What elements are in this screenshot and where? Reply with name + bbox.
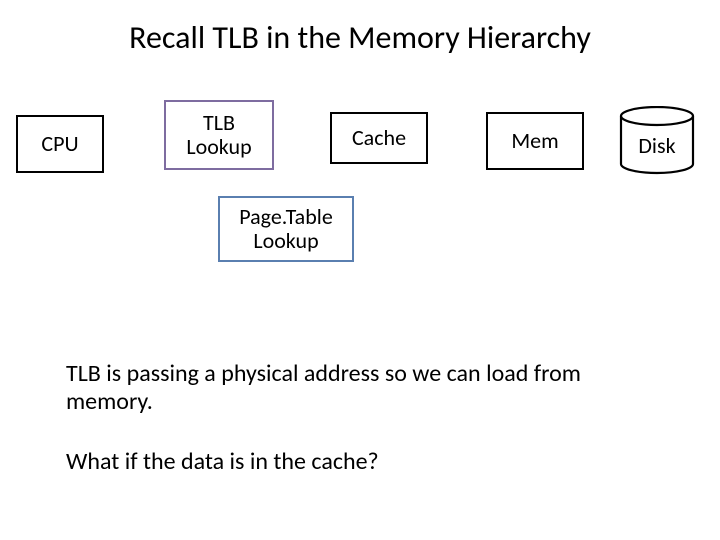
- node-cpu-label: CPU: [41, 132, 78, 156]
- node-disk-label: Disk: [618, 132, 696, 159]
- node-disk: Disk: [618, 106, 696, 176]
- body-paragraph-2: What if the data is in the cache?: [66, 448, 660, 476]
- node-tlb-lookup: TLBLookup: [164, 100, 274, 170]
- page-title: Recall TLB in the Memory Hierarchy: [0, 18, 720, 57]
- node-cache-label: Cache: [352, 126, 406, 150]
- node-cpu: CPU: [16, 115, 104, 173]
- node-mem: Mem: [486, 112, 584, 170]
- node-cache: Cache: [330, 112, 428, 164]
- node-pt-label: Page.TableLookup: [239, 205, 333, 253]
- node-tlb-label: TLBLookup: [186, 111, 251, 159]
- body-paragraph-1: TLB is passing a physical address so we …: [66, 360, 660, 415]
- node-page-table-lookup: Page.TableLookup: [218, 196, 354, 262]
- node-mem-label: Mem: [511, 129, 558, 153]
